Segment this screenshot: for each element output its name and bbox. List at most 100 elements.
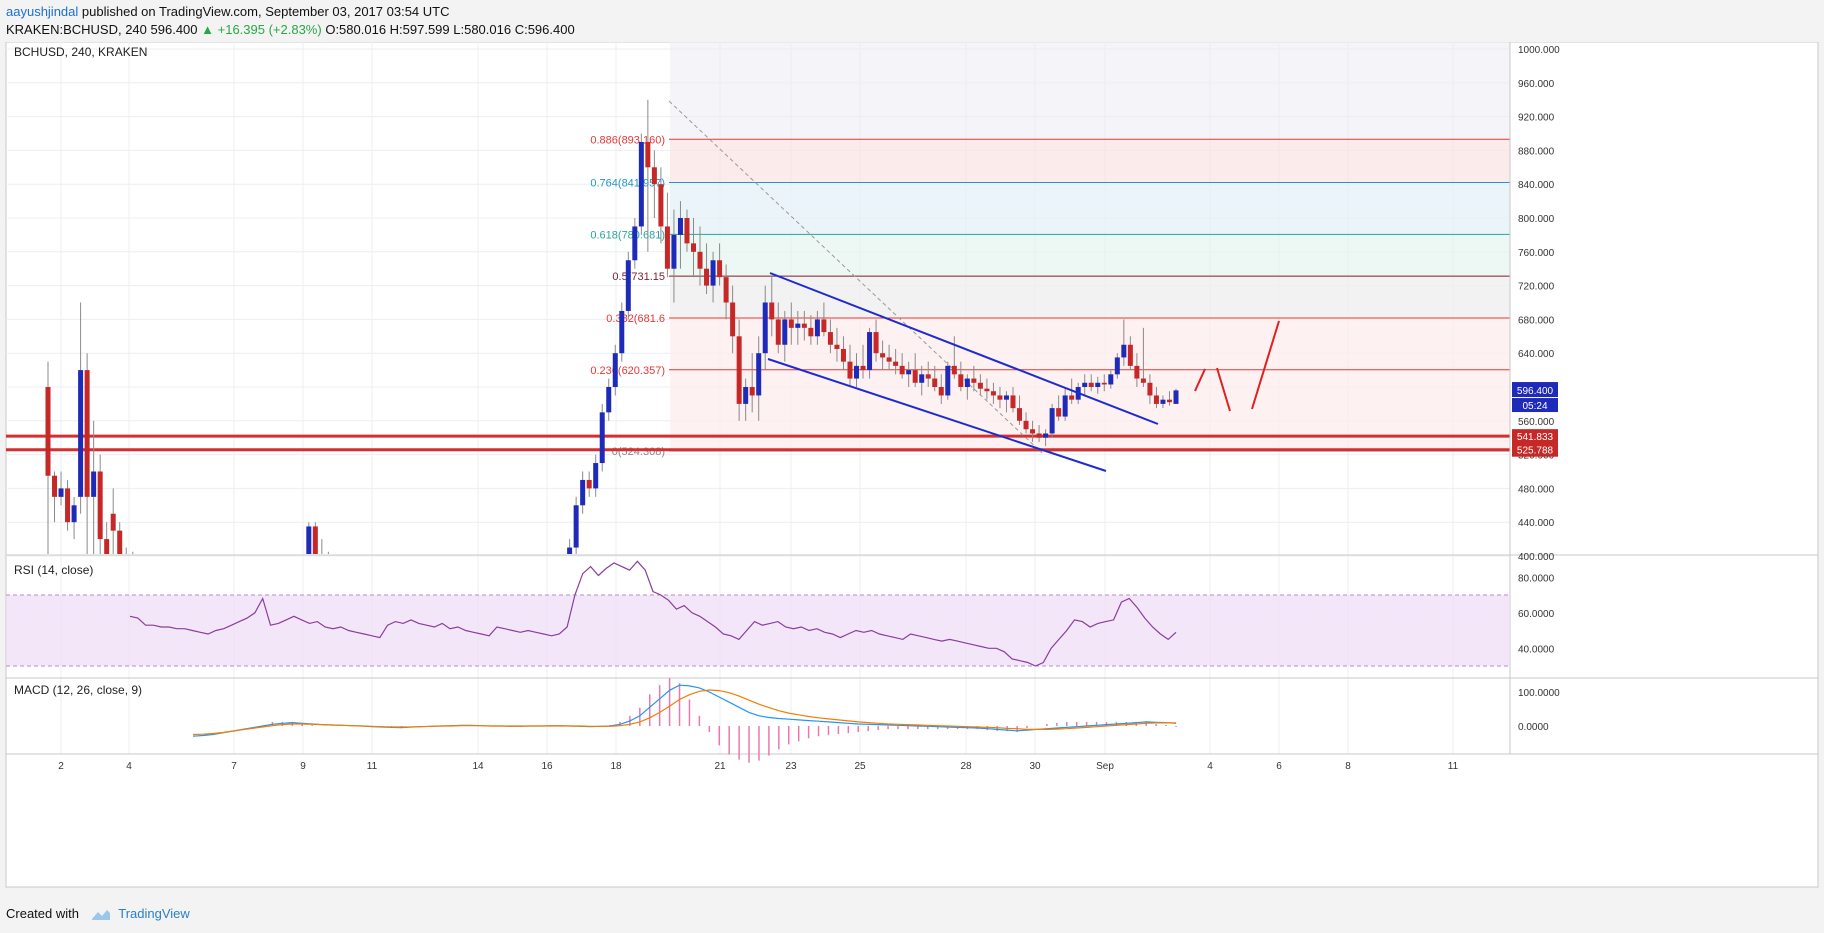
candle-body: [730, 302, 736, 337]
candle-body: [977, 382, 983, 389]
candle-body: [664, 226, 670, 269]
time-tick-label: 18: [610, 761, 622, 772]
support-lines: [6, 434, 1510, 452]
price-tick-label: 960.000: [1518, 79, 1555, 90]
fib-zone: [670, 139, 1510, 183]
candle-body: [1069, 395, 1075, 400]
candle-body: [821, 319, 827, 333]
candle-body: [312, 526, 318, 554]
time-tick-label: 21: [714, 761, 726, 772]
candle-body: [964, 378, 970, 387]
candle-body: [984, 388, 990, 392]
candle-body: [110, 513, 116, 531]
candle-body: [71, 505, 77, 523]
trading-chart[interactable]: 0.886(893.160) 0.764(841.957) 0.618(780.68…: [0, 42, 1824, 904]
chart-title: BCHUSD, 240, KRAKEN: [14, 45, 147, 59]
candle-body: [1095, 382, 1101, 387]
tradingview-brand[interactable]: TradingView: [118, 906, 190, 921]
time-tick-label: 23: [785, 761, 797, 772]
candle-body: [1173, 390, 1179, 404]
time-tick-label: Sep: [1096, 761, 1114, 772]
support-price-tag: [1512, 429, 1558, 444]
price-tick-label: 560.000: [1518, 417, 1555, 428]
candle-body: [45, 387, 51, 476]
candle-body: [1062, 395, 1068, 417]
support-price-tag: [1512, 442, 1558, 457]
candle-body: [1114, 357, 1120, 375]
candle-body: [567, 547, 573, 554]
time-tick-label: 16: [541, 761, 553, 772]
candle-body: [117, 530, 123, 554]
macd-tick-label: 100.0000: [1518, 688, 1560, 699]
candle-body: [886, 357, 892, 362]
channel-lines: [767, 272, 1159, 472]
candle-body: [912, 370, 918, 383]
candle-body: [932, 378, 938, 387]
candle-body: [580, 479, 586, 506]
rsi-tick-label: 40.0000: [1518, 644, 1555, 655]
publish-line: aayushjindal published on TradingView.co…: [6, 4, 450, 19]
candle-body: [997, 395, 1003, 400]
fib-level-label: 0.764(841.957): [590, 178, 665, 190]
rsi-line: [129, 560, 1177, 667]
price-tick-label: 880.000: [1518, 146, 1555, 157]
price-change: ▲ +16.395 (+2.83%): [201, 22, 322, 37]
candle-body: [1003, 395, 1009, 400]
price-tick-label: 640.000: [1518, 349, 1555, 360]
candle-body: [710, 260, 716, 286]
symbol-line: KRAKEN:BCHUSD, 240 596.400 ▲ +16.395 (+2…: [6, 22, 575, 37]
published-text: published on TradingView.com, September …: [78, 4, 450, 19]
author-link[interactable]: aayushjindal: [6, 4, 79, 19]
candle-body: [788, 319, 794, 328]
candle-body: [873, 332, 879, 354]
candle-body: [1140, 378, 1146, 383]
candle-body: [684, 218, 690, 244]
fib-zone: [670, 182, 1510, 235]
candle-body: [880, 353, 886, 358]
candle-body: [1134, 365, 1140, 379]
time-tick-label: 9: [300, 761, 306, 772]
candle-body: [104, 539, 110, 554]
prediction-lines: [1194, 320, 1280, 412]
current-price: 596.400: [150, 22, 198, 37]
candle-body: [91, 471, 97, 497]
candle-body: [573, 505, 579, 548]
candle-body: [1166, 399, 1172, 403]
candle-body: [808, 327, 814, 337]
time-tick-label: 25: [854, 761, 866, 772]
candle-body: [834, 344, 840, 349]
candle-body: [306, 526, 312, 554]
countdown-label: 05:24: [1522, 401, 1547, 412]
created-with-text: Created with: [6, 906, 79, 921]
candle-body: [1030, 429, 1036, 434]
fib-level-label: 0.618(780.681): [590, 229, 665, 241]
price-tick-label: 480.000: [1518, 484, 1555, 495]
candle-body: [990, 391, 996, 396]
candle-body: [945, 365, 951, 396]
candle-body: [691, 243, 697, 252]
candle-body: [1017, 408, 1023, 421]
prediction-line: [1216, 367, 1231, 412]
candle-body: [671, 234, 677, 269]
price-tick-label: 840.000: [1518, 180, 1555, 191]
time-tick-label: 11: [367, 761, 378, 772]
fib-level-label: 0.236(620.357): [590, 365, 665, 377]
candle-body: [827, 332, 833, 345]
candle-body: [847, 361, 853, 379]
fib-zones: [670, 42, 1510, 451]
candle-body: [769, 302, 775, 320]
candle-body: [677, 218, 683, 235]
fib-trend-line: [668, 100, 1043, 454]
candle-body: [651, 167, 657, 185]
axes: 1000.000 960.000 920.000 880.000 840.000 800.…: [58, 45, 1560, 772]
rsi-plot: [129, 560, 1177, 667]
macd-label: MACD (12, 26, close, 9): [14, 683, 142, 697]
candle-body: [65, 488, 71, 523]
candle-body: [1010, 395, 1016, 409]
fib-zone: [670, 234, 1510, 277]
rsi-label: RSI (14, close): [14, 563, 93, 577]
time-tick-label: 6: [1276, 761, 1282, 772]
fib-level-label: 0(524.308): [612, 446, 665, 458]
candle-body: [971, 378, 977, 383]
candle-body: [697, 251, 703, 269]
